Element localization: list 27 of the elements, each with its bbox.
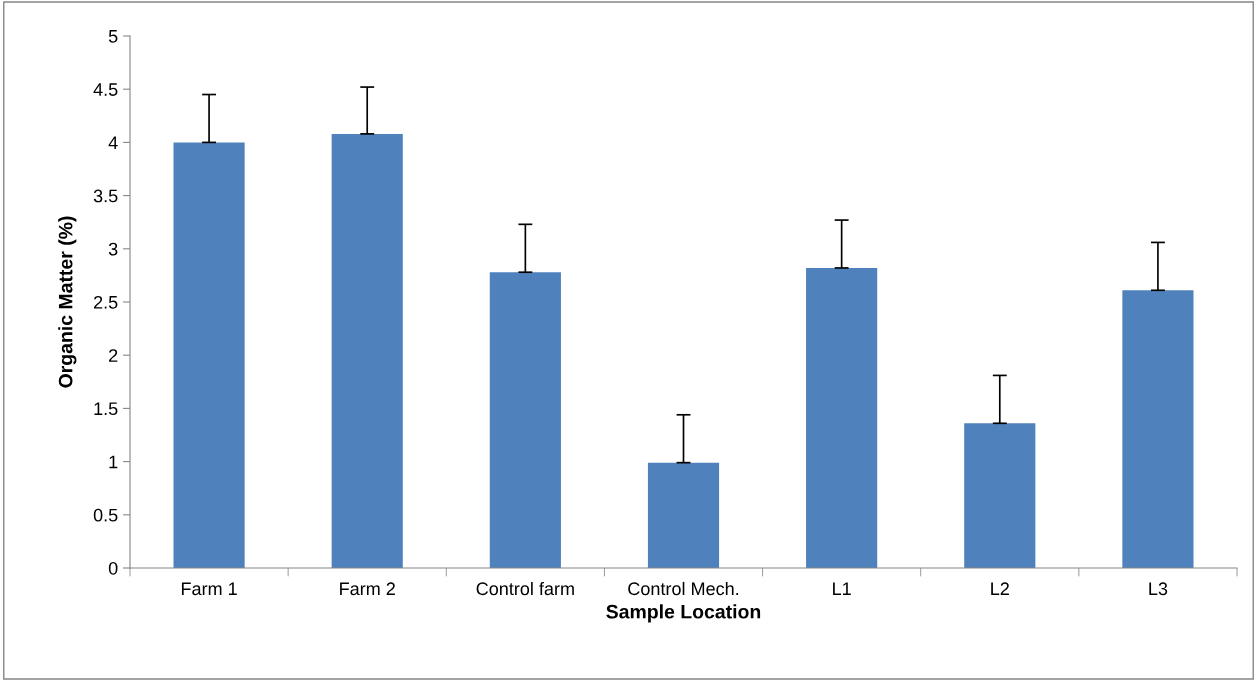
y-axis-title: Organic Matter (%) <box>58 216 77 388</box>
y-tick-label: 4 <box>108 136 118 149</box>
x-tick-label: Control farm <box>476 581 574 596</box>
y-tick-label: 3 <box>108 242 118 256</box>
y-tick-label: 3.5 <box>93 189 118 203</box>
y-tick-label: 1.5 <box>94 402 118 416</box>
bar <box>964 423 1036 568</box>
y-tick-label: 4.5 <box>93 83 118 96</box>
bar <box>647 462 720 568</box>
x-tick-label: Farm 1 <box>181 582 237 596</box>
y-tick-label: 2.5 <box>94 295 118 309</box>
x-tick-label: L3 <box>1149 582 1168 596</box>
x-tick-label: Control Mech. <box>628 581 739 596</box>
x-tick-label: Farm 2 <box>340 582 395 596</box>
y-tick-label: 0.5 <box>93 508 118 522</box>
x-axis-title: Sample Location <box>606 604 761 623</box>
bar <box>173 142 245 568</box>
bar <box>806 267 878 568</box>
x-tick-label: L1 <box>833 582 851 595</box>
bar <box>331 133 403 568</box>
y-tick-label: 0 <box>108 561 118 575</box>
bar <box>1122 290 1194 568</box>
y-tick-label: 5 <box>108 30 118 43</box>
y-tick-label: 2 <box>109 349 118 362</box>
bar <box>489 272 561 568</box>
y-tick-label: 1 <box>109 455 118 469</box>
x-tick-label: L2 <box>991 582 1009 595</box>
